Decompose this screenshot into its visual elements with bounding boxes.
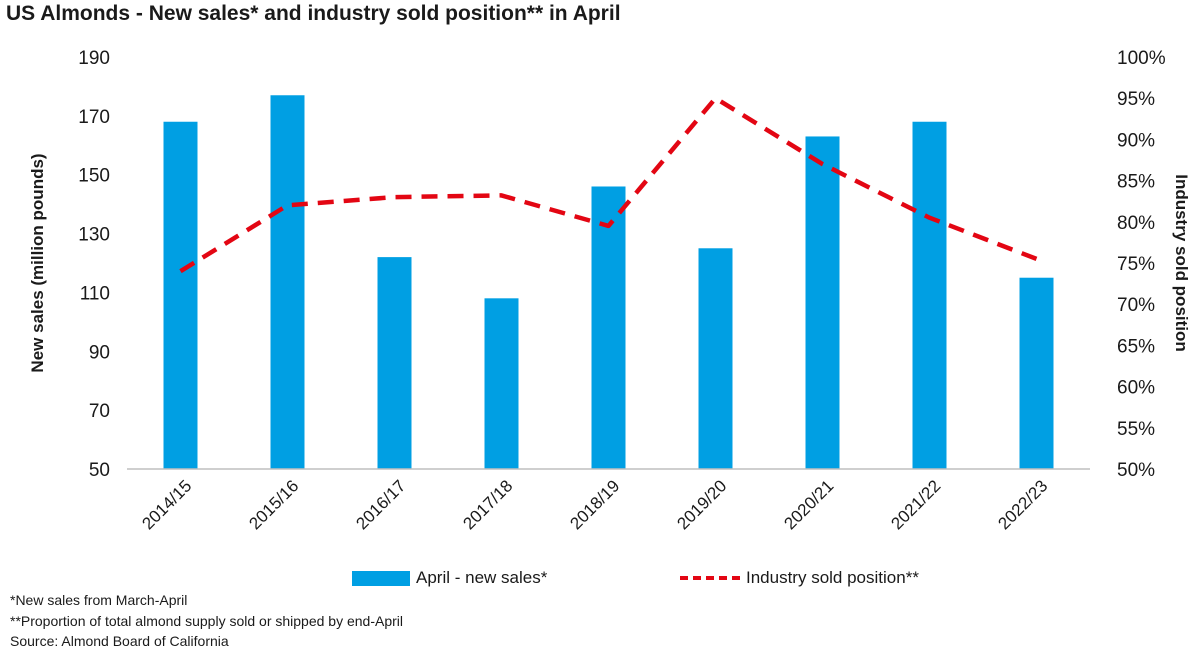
bar-2015-16 [270,95,305,469]
x-tick-label: 2022/23 [994,476,1051,533]
bar-2019-20 [698,248,733,469]
chart-title: US Almonds - New sales* and industry sol… [6,2,621,25]
bar-2020-21 [805,136,840,469]
y2-tick-label: 75% [1117,254,1155,275]
bar-2018-19 [591,186,626,469]
y2-tick-label: 60% [1117,378,1155,399]
y-tick-label: 90 [89,342,110,363]
chart-plot: 50 70 90 110 130 150 170 190 50% 55% 60% 65% 70% 75% 8… [28,48,1191,533]
x-tick-label: 2014/15 [138,476,195,533]
y2-tick-label: 90% [1117,130,1155,151]
bar-2016-17 [377,257,412,469]
x-tick-label: 2020/21 [780,476,837,533]
footnote: **Proportion of total almond supply sold… [10,612,404,629]
footnote: *New sales from March-April [10,592,188,608]
y-tick-label: 170 [78,107,110,128]
legend: April - new sales* Industry sold positio… [0,568,1202,592]
bar-2017-18 [484,298,519,469]
y2-tick-label: 95% [1117,89,1155,110]
sold-position-line [179,95,1038,274]
bar-2022-23 [1019,277,1054,469]
y-tick-label: 130 [78,225,110,246]
legend-label-sold-position: Industry sold position** [746,568,919,587]
y2-tick-label: 65% [1117,336,1155,357]
bar-2021-22 [912,121,947,469]
bar-2014-15 [163,121,198,469]
y2-tick-label: 50% [1117,460,1155,481]
x-tick-label: 2017/18 [459,476,516,533]
y-tick-label: 70 [89,401,110,422]
legend-item-new-sales: April - new sales* [352,568,547,588]
legend-item-sold-position: Industry sold position** [680,568,919,588]
y-tick-label: 50 [89,460,110,481]
y-tick-label: 150 [78,166,110,187]
x-tick-label: 2019/20 [673,476,730,533]
y2-tick-label: 100% [1117,48,1166,69]
y-axis-title: New sales (million pounds) [28,153,47,372]
x-tick-label: 2018/19 [566,476,623,533]
footnote: Source: Almond Board of California [10,633,229,649]
y2-tick-label: 70% [1117,295,1155,316]
footnotes: *New sales from March-April **Proportion… [10,590,403,652]
y2-tick-label: 80% [1117,213,1155,234]
y2-tick-label: 55% [1117,419,1155,440]
legend-label-new-sales: April - new sales* [416,568,548,587]
x-tick-label: 2015/16 [245,476,302,533]
x-tick-label: 2021/22 [887,476,944,533]
legend-swatch-bar [352,570,410,586]
x-tick-label: 2016/17 [352,476,409,533]
legend-swatch-line [680,576,740,580]
y-tick-label: 190 [78,48,110,69]
y2-tick-label: 85% [1117,172,1155,193]
y2-axis-title: Industry sold position [1172,174,1191,352]
y-tick-label: 110 [80,283,110,304]
